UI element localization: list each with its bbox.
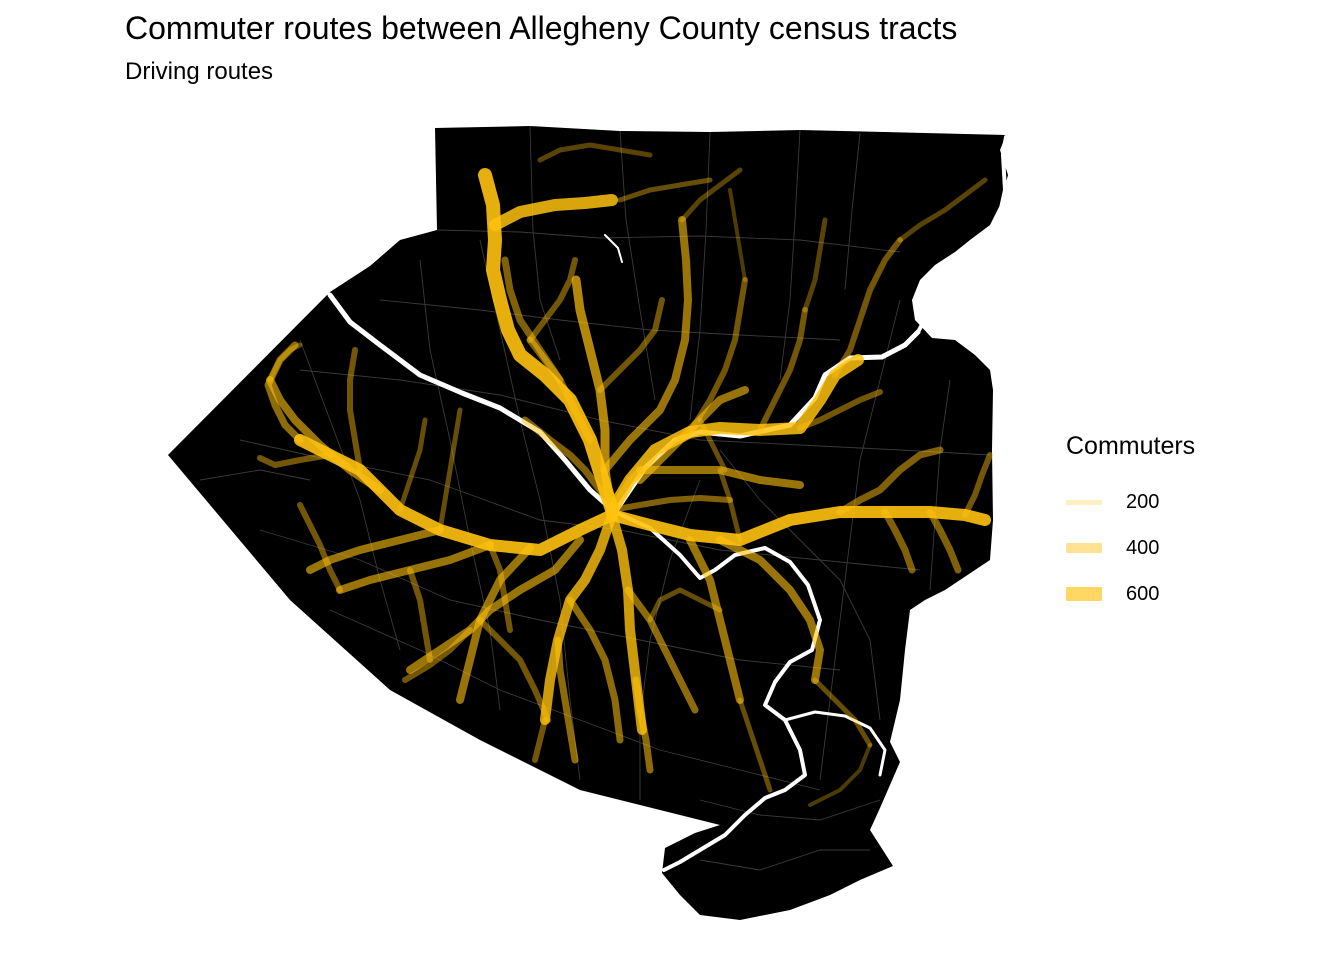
commuter-route	[336, 541, 494, 594]
commuter-route	[397, 417, 428, 513]
commuter-route	[456, 544, 534, 704]
commuter-route	[606, 354, 864, 516]
chart-title: Commuter routes between Allegheny County…	[125, 10, 958, 46]
commuter-route	[808, 743, 872, 807]
commuter-route	[406, 536, 584, 674]
commuter-route	[402, 627, 473, 683]
commuter-route	[797, 389, 883, 431]
legend-key-200	[1066, 499, 1102, 505]
commuter-route	[636, 466, 804, 489]
commuter-route	[624, 586, 699, 714]
commuter-route	[554, 636, 579, 764]
youghiogheny-river	[783, 710, 887, 777]
commuter-route	[728, 188, 747, 282]
commuter-route	[897, 177, 988, 243]
commuter-route	[632, 676, 654, 774]
commuter-route	[697, 417, 728, 473]
commuter-route	[601, 216, 692, 474]
commuter-route	[267, 342, 303, 383]
commuter-route	[716, 536, 824, 684]
commuter-route	[926, 508, 962, 574]
commuter-route	[266, 376, 384, 494]
commuter-route	[647, 587, 723, 623]
commuter-route	[679, 167, 743, 223]
commuter-route	[264, 341, 304, 444]
commuter-route	[609, 467, 643, 513]
commuter-route	[717, 467, 743, 543]
commuter-route	[757, 307, 808, 433]
commuter-route	[617, 177, 713, 203]
commuter-route	[347, 347, 363, 473]
legend-label-600: 600	[1126, 582, 1160, 605]
legend-label-400: 400	[1126, 536, 1160, 559]
chart-subtitle: Driving routes	[125, 58, 274, 85]
commuter-route	[802, 217, 828, 313]
legend-key-600	[1066, 587, 1102, 601]
commuter-route	[687, 277, 748, 435]
commuter-route	[257, 452, 333, 468]
commuter-route	[437, 407, 463, 533]
commuter-route	[297, 502, 343, 593]
commuter-route	[537, 142, 653, 163]
legend-title: Commuters	[1066, 432, 1196, 460]
commuter-route	[521, 416, 616, 514]
commuter-route	[487, 542, 513, 633]
commuter-route	[832, 237, 903, 378]
commuter-route	[606, 506, 991, 546]
legend-item-400: 400	[1066, 525, 1195, 571]
legend-item-200: 200	[1066, 479, 1195, 525]
commuter-route	[407, 567, 433, 663]
legend: Commuters 200 400 600	[1066, 432, 1195, 617]
commuter-route	[962, 452, 993, 518]
commuter-route	[532, 717, 548, 763]
legend-label-200: 200	[1126, 490, 1160, 513]
commuter-route	[686, 536, 744, 704]
monongahela-river	[613, 510, 822, 872]
commuter-route	[527, 257, 578, 343]
legend-item-600: 600	[1066, 571, 1195, 617]
creek	[604, 234, 623, 263]
legend-key-400	[1066, 543, 1102, 553]
commuter-route	[478, 168, 619, 517]
commuter-route	[597, 297, 665, 393]
commuter-route	[306, 526, 444, 574]
commuter-route	[566, 596, 624, 744]
commuter-route	[836, 446, 944, 516]
commuter-route	[489, 194, 618, 231]
commuter-route	[526, 336, 594, 444]
commuter-route	[812, 677, 873, 748]
commuter-route	[636, 386, 749, 484]
allegheny-river-upper	[916, 135, 1008, 334]
commuter-route	[609, 495, 733, 513]
commuter-route	[737, 697, 773, 793]
commuter-route	[477, 617, 551, 723]
ohio-river	[327, 292, 618, 515]
commuter-route	[881, 508, 916, 574]
commuter-routes	[257, 142, 993, 807]
